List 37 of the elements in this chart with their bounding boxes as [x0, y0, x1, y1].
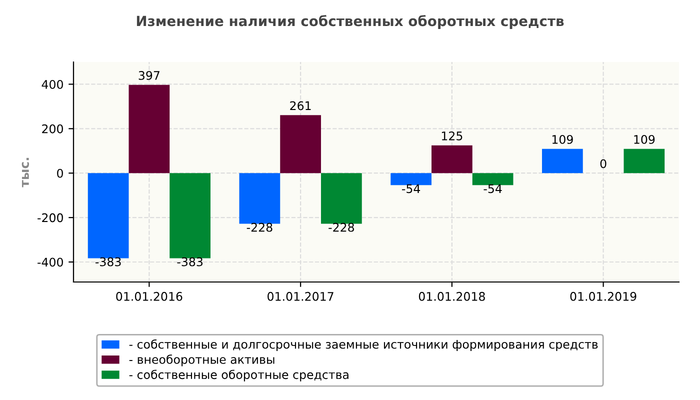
y-tick-label: 200 [42, 124, 63, 134]
data-label: -54 [484, 184, 502, 194]
data-label: 261 [290, 101, 311, 110]
bar [88, 173, 129, 258]
x-tick-label: 01.01.2016 [116, 292, 182, 301]
bar [128, 84, 170, 174]
legend-label: - собственные и долгосрочные заемные источники формирования средств [129, 339, 598, 352]
x-tick-label: 01.01.2019 [570, 292, 636, 301]
bar [321, 173, 362, 224]
data-label: -383 [95, 257, 121, 266]
bar [280, 115, 321, 174]
legend-label: - собственные оборотные средства [129, 370, 348, 382]
bar [472, 173, 514, 186]
data-label: -228 [246, 222, 272, 232]
x-tick-label: 01.01.2017 [268, 292, 334, 301]
chart-title: Изменение наличия собственных оборотных средств [136, 15, 564, 29]
bar [390, 173, 432, 186]
data-label: 0 [600, 159, 606, 168]
data-label: -228 [328, 222, 354, 232]
data-label: -383 [177, 257, 203, 266]
y-axis-title: тыс. [22, 158, 30, 188]
legend-label: - внеоборотные активы [129, 354, 274, 366]
y-tick-label: -200 [38, 213, 63, 222]
y-tick-label: -400 [38, 258, 63, 267]
data-label: 109 [634, 135, 655, 144]
data-label: 109 [552, 135, 573, 144]
data-label: 125 [442, 131, 462, 140]
bar [239, 173, 280, 224]
bar [170, 173, 210, 258]
data-label: -54 [402, 184, 420, 194]
y-tick-label: 400 [42, 80, 63, 89]
y-tick-label: 0 [57, 168, 63, 178]
data-label: 397 [138, 71, 160, 80]
bar [542, 148, 583, 174]
bar [624, 148, 665, 174]
x-tick-label: 01.01.2018 [418, 292, 485, 301]
bar [432, 145, 472, 174]
